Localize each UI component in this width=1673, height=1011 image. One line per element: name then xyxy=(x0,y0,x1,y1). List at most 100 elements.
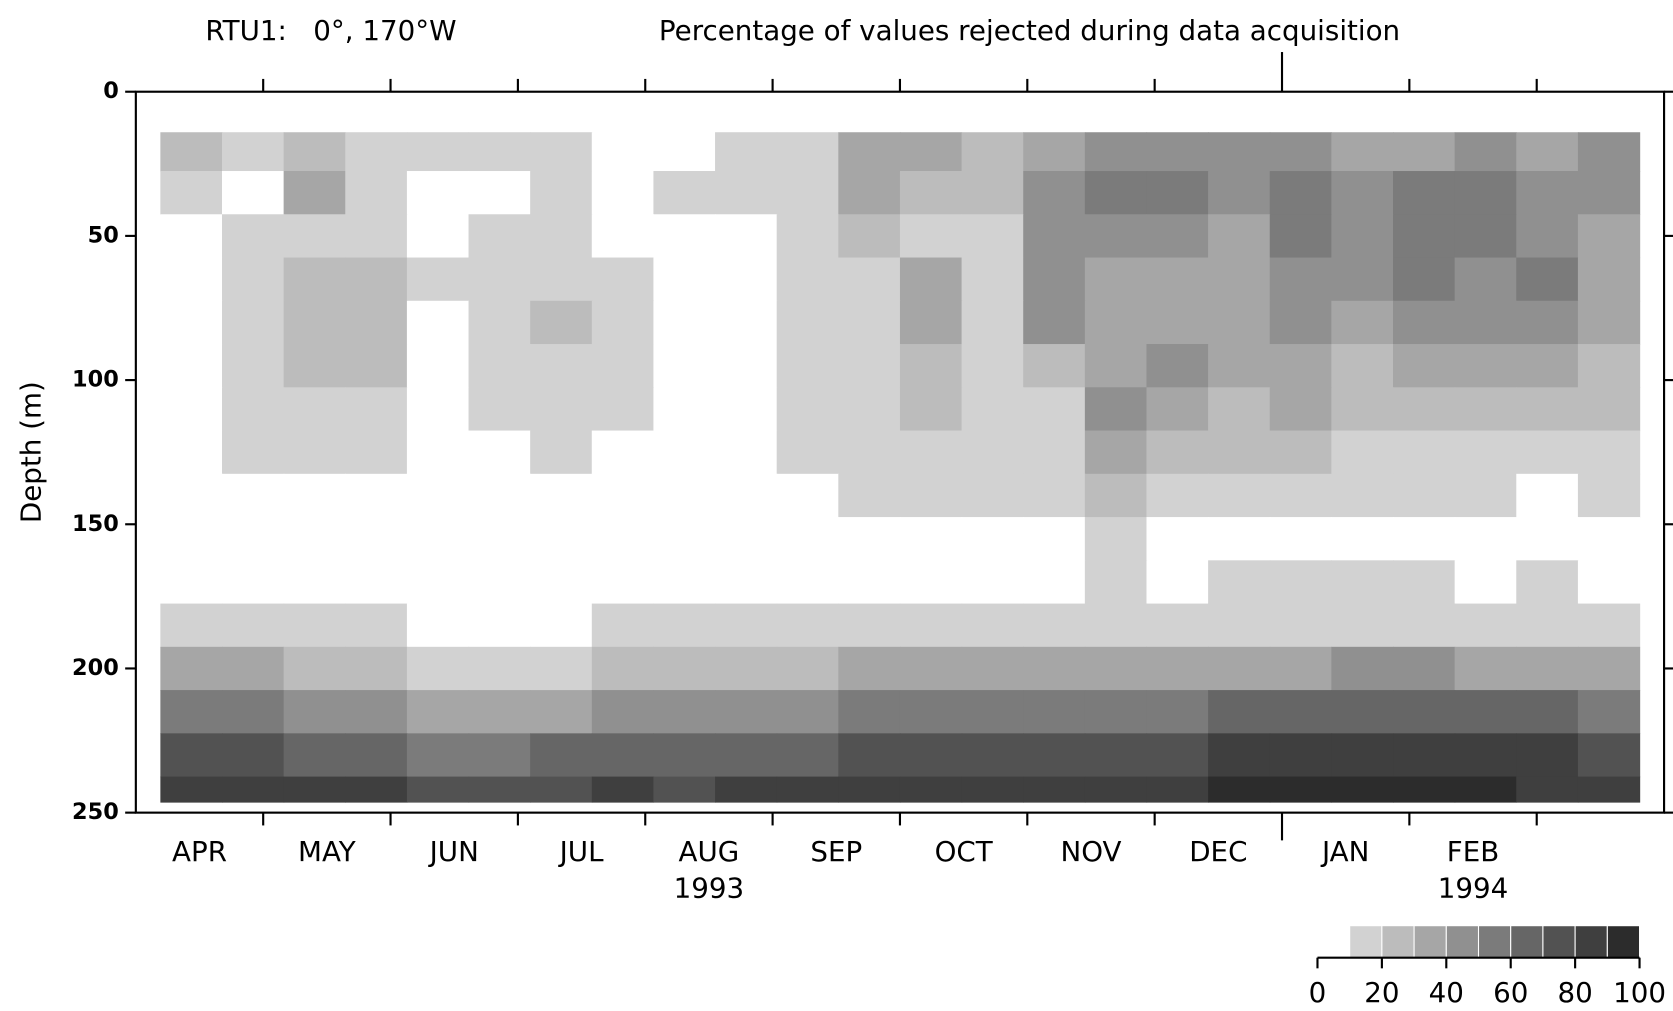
contour-cell xyxy=(160,257,223,302)
contour-cell xyxy=(221,257,285,302)
contour-cell xyxy=(1454,646,1517,691)
contour-cell xyxy=(1269,560,1333,605)
contour-cell xyxy=(160,214,223,259)
colorbar-tick-label: 60 xyxy=(1493,976,1528,1009)
colorbar-swatch xyxy=(1477,925,1512,959)
contour-cell xyxy=(468,690,531,734)
contour-cell xyxy=(1577,387,1641,432)
contour-cell xyxy=(1331,690,1394,734)
contour-cell xyxy=(1393,776,1456,803)
contour-cell xyxy=(1208,646,1271,691)
contour-cell xyxy=(221,171,285,215)
colorbar-swatch xyxy=(1413,925,1447,959)
contour-cell xyxy=(1084,733,1148,778)
contour-cell xyxy=(1516,387,1579,432)
year-label: 1993 xyxy=(674,871,745,904)
contour-cell xyxy=(1331,473,1394,518)
contour-cell xyxy=(1146,132,1209,172)
contour-cell xyxy=(899,646,963,691)
contour-cell xyxy=(1454,430,1517,475)
contour-cell xyxy=(160,560,223,605)
contour-cell xyxy=(1146,344,1209,388)
contour-cell xyxy=(653,387,716,432)
contour-cell xyxy=(221,646,285,691)
x-tick-label: JUL xyxy=(558,835,604,868)
contour-cell xyxy=(776,473,839,518)
contour-cell xyxy=(715,776,778,803)
contour-cell xyxy=(838,733,901,778)
contour-cell xyxy=(221,776,285,803)
contour-cell xyxy=(1023,300,1086,345)
contour-cell xyxy=(406,646,470,691)
contour-cell xyxy=(1269,603,1333,648)
contour-cell xyxy=(591,430,655,475)
contour-cell xyxy=(1577,473,1641,518)
colorbar-tick-label: 40 xyxy=(1429,976,1464,1009)
contour-cell xyxy=(345,733,408,778)
contour-cell xyxy=(406,560,470,605)
contour-cell xyxy=(221,690,285,734)
contour-cell xyxy=(406,214,470,259)
contour-cell xyxy=(899,517,963,561)
chart-title: RTU1: 0°, 170°W xyxy=(205,14,456,47)
contour-cell xyxy=(653,776,716,803)
contour-cell xyxy=(1146,690,1209,734)
contour-cell xyxy=(345,344,408,388)
contour-cell xyxy=(1454,776,1517,803)
contour-cell xyxy=(1023,646,1086,691)
contour-cell xyxy=(1331,517,1394,561)
contour-cell xyxy=(1516,132,1579,172)
contour-cell xyxy=(1454,344,1517,388)
contour-cell xyxy=(221,214,285,259)
contour-cell xyxy=(838,603,901,648)
contour-cell xyxy=(1023,733,1086,778)
contour-cell xyxy=(838,690,901,734)
contour-cell xyxy=(221,473,285,518)
contour-cell xyxy=(1269,214,1333,259)
contour-cell xyxy=(1208,387,1271,432)
contour-cell xyxy=(899,473,963,518)
contour-cell xyxy=(1269,733,1333,778)
contour-cell xyxy=(961,560,1024,605)
contour-cell xyxy=(1084,776,1148,803)
contour-cell xyxy=(1577,430,1641,475)
contour-cell xyxy=(899,132,963,172)
contour-cell xyxy=(1454,214,1517,259)
contour-cell xyxy=(1393,690,1456,734)
contour-cell xyxy=(1084,560,1148,605)
contour-cell xyxy=(1146,300,1209,345)
contour-cell xyxy=(468,214,531,259)
contour-cell xyxy=(1023,690,1086,734)
contour-cell xyxy=(776,776,839,803)
contour-cell xyxy=(160,733,223,778)
contour-cell xyxy=(406,132,470,172)
contour-cell xyxy=(653,132,716,172)
contour-cell xyxy=(1331,646,1394,691)
contour-cell xyxy=(345,646,408,691)
contour-cell xyxy=(1208,132,1271,172)
contour-cell xyxy=(591,387,655,432)
contour-cell xyxy=(1208,517,1271,561)
contour-cell xyxy=(530,387,593,432)
contour-cell xyxy=(653,344,716,388)
contour-cell xyxy=(160,387,223,432)
contour-cell xyxy=(838,517,901,561)
contour-cell xyxy=(1577,344,1641,388)
contour-cell xyxy=(1084,646,1148,691)
contour-cell xyxy=(1269,646,1333,691)
contour-cell xyxy=(776,430,839,475)
contour-cell xyxy=(1516,344,1579,388)
contour-cell xyxy=(468,776,531,803)
contour-cell xyxy=(1084,387,1148,432)
contour-cell xyxy=(776,690,839,734)
contour-cell xyxy=(653,257,716,302)
contour-cell xyxy=(345,214,408,259)
contour-cell xyxy=(1516,690,1579,734)
contour-cell xyxy=(221,517,285,561)
year-label: 1994 xyxy=(1438,871,1509,904)
contour-cell xyxy=(1269,300,1333,345)
contour-cell xyxy=(653,560,716,605)
contour-cell xyxy=(1023,603,1086,648)
y-tick-label: 200 xyxy=(72,655,119,681)
